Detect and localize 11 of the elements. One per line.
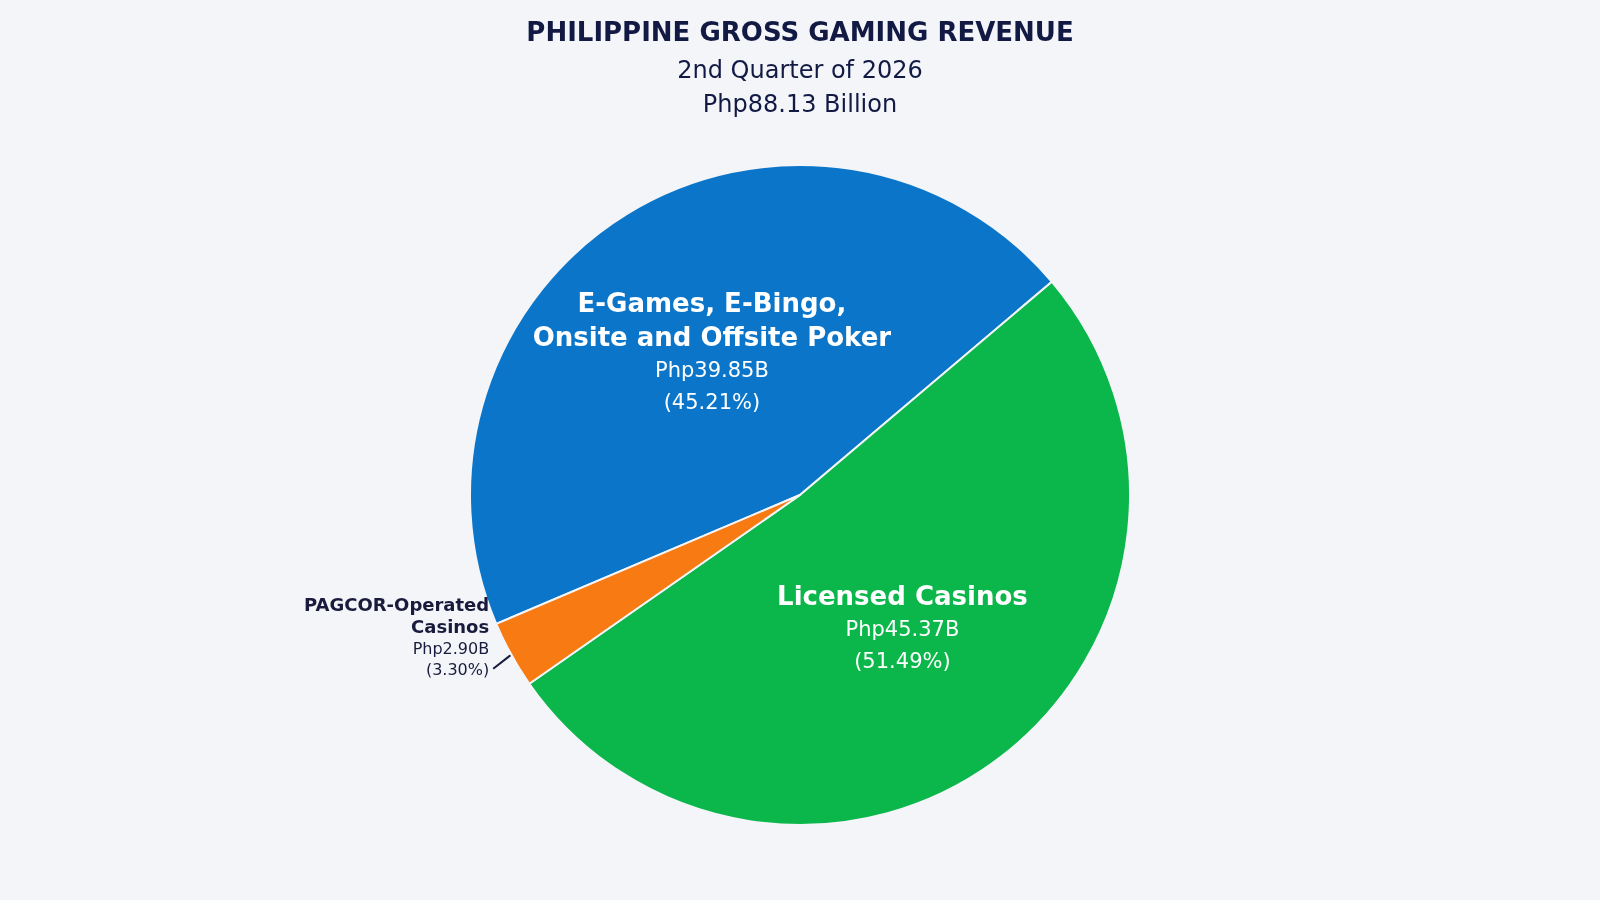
- slice-label: PAGCOR-Operated Casinos: [304, 594, 490, 638]
- data-label: (51.49%): [854, 649, 951, 674]
- text: Php45.37B: [845, 617, 960, 642]
- data-label: (45.21%): [663, 389, 761, 414]
- chart-title: PHILIPPINE GROSS GAMING REVENUE: [526, 17, 1074, 47]
- text: Php39.85B: [654, 357, 769, 382]
- data-label: (3.30%): [425, 659, 490, 679]
- slice-label: E-Games, E-Bingo, Onsite and Offsite Poker: [532, 287, 892, 352]
- chart-subtitle: 2nd Quarter of 2026 Php88.13 Billion: [677, 56, 923, 118]
- slice-label: Licensed Casinos: [777, 581, 1028, 612]
- text: Php2.90B: [412, 638, 490, 658]
